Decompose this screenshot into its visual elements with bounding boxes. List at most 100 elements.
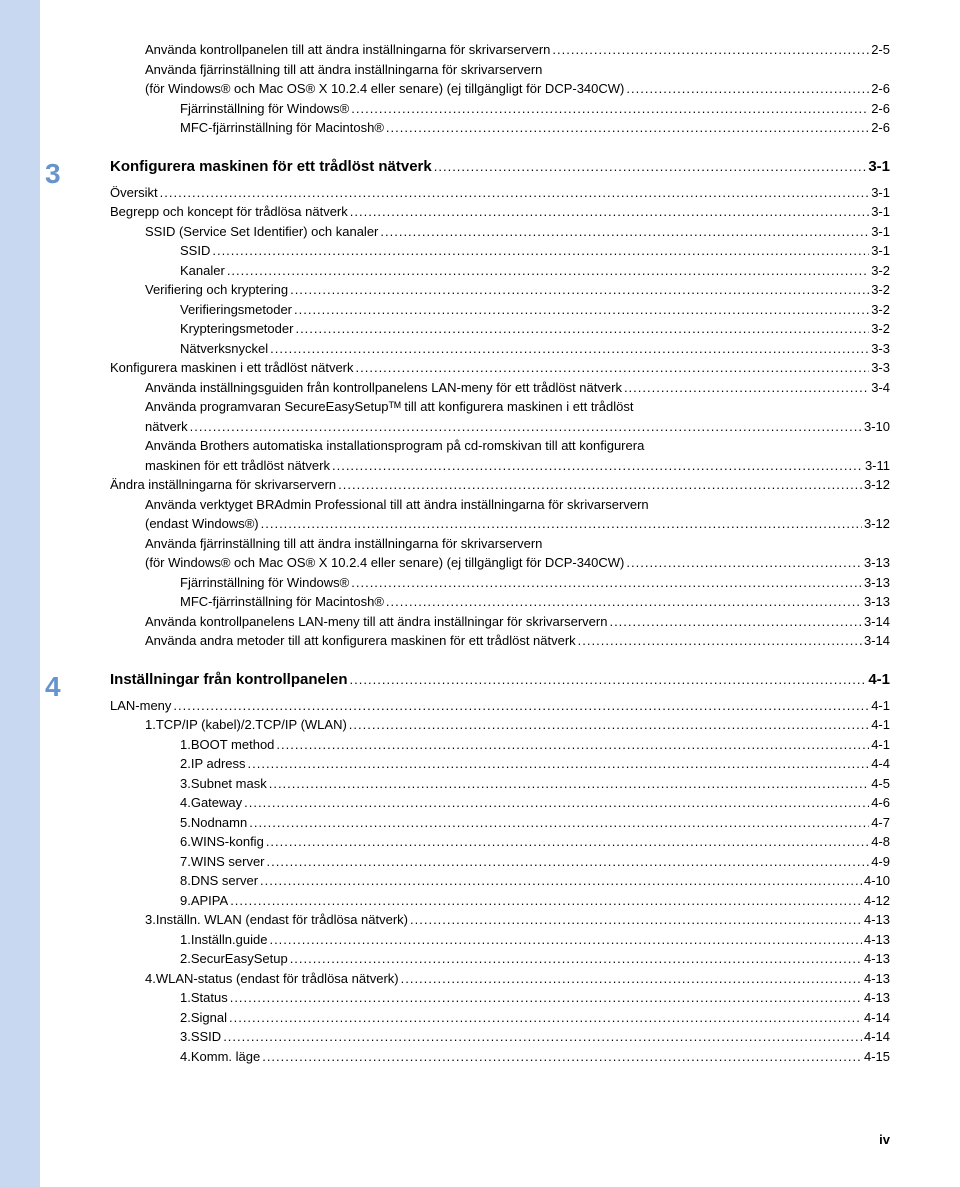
toc-page: 3-3 — [871, 358, 890, 378]
leader-dots — [350, 202, 869, 222]
toc-label[interactable]: Använda verktyget BRAdmin Professional t… — [145, 495, 649, 515]
toc-entry: 4.WLAN-status (endast för trådlösa nätve… — [110, 969, 890, 989]
toc-label[interactable]: 9.APIPA — [180, 891, 228, 911]
toc-label[interactable]: 4.Komm. läge — [180, 1047, 260, 1067]
toc-label[interactable]: 5.Nodnamn — [180, 813, 247, 833]
toc-label[interactable]: 3.Inställn. WLAN (endast för trådlösa nä… — [145, 910, 408, 930]
toc-entry: Översikt 3-1 — [110, 183, 890, 203]
toc-entry: 2.Signal 4-14 — [110, 1008, 890, 1028]
toc-label[interactable]: 2.IP adress — [180, 754, 246, 774]
toc-page: 4-15 — [864, 1047, 890, 1067]
section-title[interactable]: Konfigurera maskinen för ett trådlöst nä… — [110, 158, 432, 175]
toc-label[interactable]: 2.SecurEasySetup — [180, 949, 288, 969]
toc-label[interactable]: (för Windows® och Mac OS® X 10.2.4 eller… — [145, 553, 624, 573]
toc-page: 3-1 — [871, 241, 890, 261]
leader-dots — [295, 319, 869, 339]
toc-label[interactable]: 6.WINS-konfig — [180, 832, 264, 852]
toc-label[interactable]: Kanaler — [180, 261, 225, 281]
toc-label[interactable]: Använda fjärrinställning till att ändra … — [145, 60, 542, 80]
leader-dots — [262, 1047, 862, 1067]
toc-entry: Krypteringsmetoder 3-2 — [110, 319, 890, 339]
toc-label[interactable]: 1.TCP/IP (kabel)/2.TCP/IP (WLAN) — [145, 715, 347, 735]
leader-dots — [290, 949, 862, 969]
toc-entry: Fjärrinställning för Windows® 2-6 — [110, 99, 890, 119]
toc-label[interactable]: SSID (Service Set Identifier) och kanale… — [145, 222, 378, 242]
toc-label[interactable]: Verifiering och kryptering — [145, 280, 288, 300]
toc-label[interactable]: MFC-fjärrinställning för Macintosh® — [180, 592, 384, 612]
toc-label[interactable]: Konfigurera maskinen i ett trådlöst nätv… — [110, 358, 354, 378]
toc-page: 2-6 — [871, 79, 890, 99]
toc-label[interactable]: (endast Windows®) — [145, 514, 259, 534]
toc-page: 3-4 — [871, 378, 890, 398]
toc-page: 4-13 — [864, 969, 890, 989]
toc-label[interactable]: 4.Gateway — [180, 793, 242, 813]
leader-dots — [351, 99, 869, 119]
toc-label[interactable]: 1.Status — [180, 988, 228, 1008]
toc-label[interactable]: 7.WINS server — [180, 852, 265, 872]
toc-label[interactable]: Fjärrinställning för Windows® — [180, 99, 349, 119]
section-title[interactable]: Inställningar från kontrollpanelen — [110, 671, 348, 688]
toc-page: 2-6 — [871, 99, 890, 119]
toc-entry: 3.Subnet mask 4-5 — [110, 774, 890, 794]
toc-page: 3-10 — [864, 417, 890, 437]
toc-entry: 1.TCP/IP (kabel)/2.TCP/IP (WLAN) 4-1 — [110, 715, 890, 735]
toc-page: 3-14 — [864, 612, 890, 632]
toc-entry: Använda kontrollpanelens LAN-meny till a… — [110, 612, 890, 632]
toc-label[interactable]: Verifieringsmetoder — [180, 300, 292, 320]
toc-entry: Fjärrinställning för Windows® 3-13 — [110, 573, 890, 593]
toc-label[interactable]: Använda programvaran SecureEasySetupᵀᴹ t… — [145, 397, 633, 417]
toc-page: 4-1 — [871, 715, 890, 735]
toc-label[interactable]: Nätverksnyckel — [180, 339, 268, 359]
section-number: 3 — [45, 158, 61, 190]
leader-dots — [173, 696, 869, 716]
leader-dots — [212, 241, 869, 261]
toc-entry: (för Windows® och Mac OS® X 10.2.4 eller… — [110, 79, 890, 99]
toc-label[interactable]: Använda kontrollpanelens LAN-meny till a… — [145, 612, 607, 632]
toc-page: 3-1 — [871, 183, 890, 203]
toc-label[interactable]: Krypteringsmetoder — [180, 319, 293, 339]
toc-label[interactable]: LAN-meny — [110, 696, 171, 716]
toc-entry: MFC-fjärrinställning för Macintosh® 2-6 — [110, 118, 890, 138]
toc-entry: Använda andra metoder till att konfigure… — [110, 631, 890, 651]
toc-label[interactable]: 1.Inställn.guide — [180, 930, 267, 950]
toc-page: 4-13 — [864, 988, 890, 1008]
toc-label[interactable]: 4.WLAN-status (endast för trådlösa nätve… — [145, 969, 399, 989]
leader-dots — [609, 612, 862, 632]
toc-entry: Använda fjärrinställning till att ändra … — [110, 534, 890, 554]
toc-label[interactable]: Använda andra metoder till att konfigure… — [145, 631, 576, 651]
toc-label[interactable]: Använda kontrollpanelen till att ändra i… — [145, 40, 550, 60]
toc-page: 3-2 — [871, 261, 890, 281]
toc-entry: Använda kontrollpanelen till att ändra i… — [110, 40, 890, 60]
toc-entry: 1.Status 4-13 — [110, 988, 890, 1008]
toc-label[interactable]: Översikt — [110, 183, 158, 203]
leader-dots — [350, 672, 867, 687]
toc-label[interactable]: MFC-fjärrinställning för Macintosh® — [180, 118, 384, 138]
toc-label[interactable]: 3.SSID — [180, 1027, 221, 1047]
toc-entry: 7.WINS server 4-9 — [110, 852, 890, 872]
toc-label[interactable]: maskinen för ett trådlöst nätverk — [145, 456, 330, 476]
leader-dots — [338, 475, 862, 495]
leader-dots — [356, 358, 870, 378]
toc-label[interactable]: Använda fjärrinställning till att ändra … — [145, 534, 542, 554]
page-number: iv — [879, 1132, 890, 1147]
toc-page: 4-13 — [864, 910, 890, 930]
toc-label[interactable]: 2.Signal — [180, 1008, 227, 1028]
leader-dots — [261, 514, 862, 534]
toc-label[interactable]: 8.DNS server — [180, 871, 258, 891]
document-page: Använda kontrollpanelen till att ändra i… — [0, 0, 960, 1187]
leader-dots — [160, 183, 870, 203]
toc-label[interactable]: SSID — [180, 241, 210, 261]
leader-dots — [410, 910, 862, 930]
toc-label[interactable]: Fjärrinställning för Windows® — [180, 573, 349, 593]
toc-label[interactable]: 3.Subnet mask — [180, 774, 267, 794]
toc-label[interactable]: Använda inställningsguiden från kontroll… — [145, 378, 622, 398]
toc-label[interactable]: (för Windows® och Mac OS® X 10.2.4 eller… — [145, 79, 624, 99]
toc-label[interactable]: 1.BOOT method — [180, 735, 274, 755]
toc-label[interactable]: Begrepp och koncept för trådlösa nätverk — [110, 202, 348, 222]
toc-entry: Använda verktyget BRAdmin Professional t… — [110, 495, 890, 515]
toc-label[interactable]: nätverk — [145, 417, 188, 437]
toc-entry: (för Windows® och Mac OS® X 10.2.4 eller… — [110, 553, 890, 573]
toc-label[interactable]: Använda Brothers automatiska installatio… — [145, 436, 644, 456]
toc-label[interactable]: Ändra inställningarna för skrivarservern — [110, 475, 336, 495]
toc-entry: Använda inställningsguiden från kontroll… — [110, 378, 890, 398]
